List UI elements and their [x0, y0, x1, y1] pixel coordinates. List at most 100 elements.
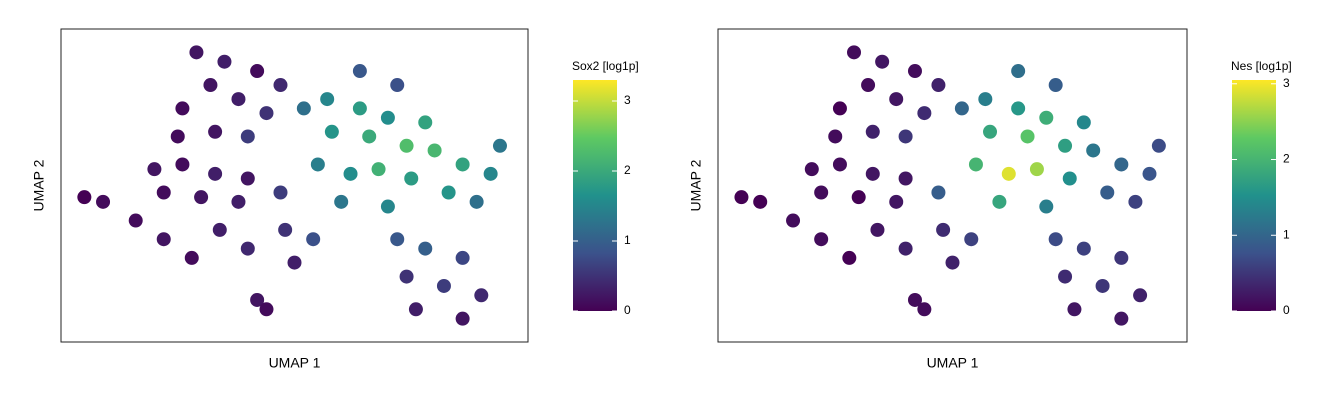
cell-point [917, 106, 932, 121]
cell-point [455, 311, 470, 326]
cell-point [1095, 278, 1110, 293]
cell-point [310, 157, 325, 172]
x-axis-label: UMAP 1 [269, 355, 321, 371]
cell-point [1011, 101, 1026, 116]
cell-point [250, 292, 265, 307]
cell-point [814, 232, 829, 247]
cell-point [1114, 157, 1129, 172]
cell-point [936, 222, 951, 237]
y-axis-label: UMAP 2 [31, 159, 47, 211]
cell-point [408, 302, 423, 317]
cell-point [404, 171, 419, 186]
cell-point [907, 64, 922, 79]
cell-point [175, 157, 190, 172]
cell-point [399, 269, 414, 284]
cell-point [865, 124, 880, 139]
cell-point [1048, 232, 1063, 247]
cell-point [1100, 185, 1115, 200]
cell-point [898, 129, 913, 144]
cell-point [469, 194, 484, 209]
cell-point [870, 222, 885, 237]
cell-point [1001, 166, 1016, 181]
cell-point [1076, 241, 1091, 256]
cell-point [842, 250, 857, 265]
cell-point [273, 78, 288, 93]
cell-point [931, 185, 946, 200]
cell-point [978, 92, 993, 107]
cell-point [1039, 110, 1054, 125]
cell-point [1011, 64, 1026, 79]
cell-point [1048, 78, 1063, 93]
cell-point [324, 124, 339, 139]
cell-point [320, 92, 335, 107]
cell-point [343, 166, 358, 181]
cell-point [208, 166, 223, 181]
cell-point [968, 157, 983, 172]
cell-point [907, 292, 922, 307]
cell-point [734, 190, 749, 205]
cell-point [287, 255, 302, 270]
cell-point [296, 101, 311, 116]
cell-point [390, 232, 405, 247]
colorbar [1232, 80, 1276, 311]
colorbar-tick-label: 2 [1283, 152, 1290, 166]
cell-point [231, 92, 246, 107]
cell-point [240, 129, 255, 144]
cell-point [492, 138, 507, 153]
cell-point [964, 232, 979, 247]
cell-point [212, 222, 227, 237]
plot-frame [60, 28, 529, 343]
cell-point [362, 129, 377, 144]
cell-point [1151, 138, 1166, 153]
cell-point [418, 241, 433, 256]
cell-point [380, 199, 395, 214]
cell-point [189, 45, 204, 60]
cell-point [418, 115, 433, 130]
colorbar-tick-label: 2 [624, 163, 631, 177]
cell-point [128, 213, 143, 228]
cell-point [861, 78, 876, 93]
colorbar-title: Nes [log1p] [1231, 59, 1292, 73]
cell-point [240, 241, 255, 256]
cell-point [380, 110, 395, 125]
cell-point [851, 190, 866, 205]
cell-point [889, 194, 904, 209]
colorbar-tick-label: 0 [1283, 303, 1290, 317]
cell-point [1076, 115, 1091, 130]
cell-point [1058, 138, 1073, 153]
cell-point [455, 157, 470, 172]
cell-point [441, 185, 456, 200]
cell-point [352, 101, 367, 116]
cell-point [184, 250, 199, 265]
cell-point [865, 166, 880, 181]
cell-point [814, 185, 829, 200]
cell-point [390, 78, 405, 93]
cell-point [217, 54, 232, 69]
colorbar-tick-label: 1 [1283, 227, 1290, 241]
cell-point [917, 302, 932, 317]
cell-point [455, 250, 470, 265]
cell-point [1114, 250, 1129, 265]
cell-point [1086, 143, 1101, 158]
cell-point [194, 190, 209, 205]
colorbar-tick-label: 3 [1283, 76, 1290, 90]
cell-point [832, 157, 847, 172]
cell-point [240, 171, 255, 186]
cell-point [1058, 269, 1073, 284]
cell-point [753, 194, 768, 209]
cell-point [170, 129, 185, 144]
cell-point [983, 124, 998, 139]
cell-point [273, 185, 288, 200]
cell-point [259, 106, 274, 121]
cell-point [1067, 302, 1082, 317]
cell-point [306, 232, 321, 247]
cell-point [889, 92, 904, 107]
cell-point [992, 194, 1007, 209]
cell-point [832, 101, 847, 116]
cell-point [898, 171, 913, 186]
cell-point [1029, 162, 1044, 177]
cell-point [875, 54, 890, 69]
y-axis-label: UMAP 2 [688, 159, 704, 211]
colorbar [573, 80, 617, 311]
